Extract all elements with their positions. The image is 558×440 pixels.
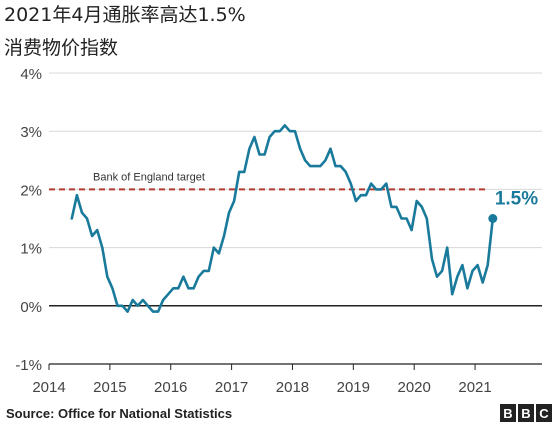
- end-point-marker: [488, 214, 498, 223]
- y-tick-label: 3%: [20, 124, 42, 141]
- x-tick-label: 2016: [154, 379, 187, 396]
- x-tick-label: 2014: [32, 379, 65, 396]
- y-tick-label: 2%: [20, 182, 42, 199]
- x-tick-label: 2019: [337, 379, 370, 396]
- end-value-label: 1.5%: [495, 189, 538, 210]
- x-tick-label: 2018: [276, 379, 309, 396]
- y-tick-label: 0%: [20, 299, 42, 316]
- source-note: Source: Office for National Statistics: [6, 406, 233, 421]
- x-tick-label: 2017: [215, 379, 248, 396]
- chart-subtitle: 消费物价指数: [4, 37, 119, 59]
- y-tick-label: 1%: [20, 241, 42, 258]
- x-tick-label: 2015: [93, 379, 126, 396]
- target-label: Bank of England target: [93, 171, 205, 183]
- chart-title: 2021年4月通胀率高达1.5%: [4, 4, 246, 26]
- x-tick-label: 2020: [397, 379, 430, 396]
- bbc-logo-letter: B: [500, 404, 516, 422]
- cpi-series-line: [70, 124, 495, 313]
- x-tick-label: 2021: [458, 379, 491, 396]
- y-tick-label: -1%: [15, 357, 42, 374]
- bbc-logo-letter: C: [536, 404, 552, 422]
- y-tick-label: 4%: [20, 66, 42, 83]
- bbc-logo-letter: B: [518, 404, 534, 422]
- bbc-logo: B B C: [500, 404, 552, 422]
